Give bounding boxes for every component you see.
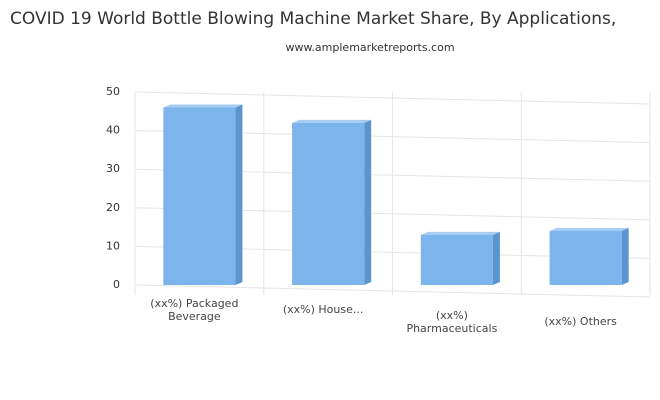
chart-title: COVID 19 World Bottle Blowing Machine Ma… — [10, 9, 616, 29]
bar-side — [364, 119, 372, 285]
y-tick-label: 0 — [113, 278, 120, 291]
bar-side — [621, 227, 629, 285]
bar — [549, 230, 622, 285]
bar — [163, 107, 236, 285]
bar-top — [549, 227, 629, 231]
x-tick-label: (xx%) Others — [544, 315, 617, 328]
y-tick-label: 20 — [106, 201, 120, 214]
grid-line — [134, 284, 651, 298]
y-tick-label: 10 — [106, 239, 120, 252]
bar-side — [492, 231, 500, 285]
bar-side — [235, 104, 243, 285]
chart-subtitle: www.amplemarketreports.com — [285, 41, 454, 54]
bar — [292, 122, 365, 285]
x-tick-label: (xx%) Pharmaceuticals — [406, 309, 498, 335]
grid-line — [134, 91, 651, 105]
x-tick-label: (xx%) Packaged Beverage — [150, 297, 239, 323]
bar-top — [420, 231, 500, 235]
bar-top — [163, 104, 243, 108]
y-tick-label: 50 — [106, 85, 120, 98]
bar — [420, 234, 493, 285]
y-tick-label: 40 — [106, 124, 120, 137]
x-tick-label: (xx%) House... — [282, 303, 364, 316]
y-tick-label: 30 — [106, 162, 120, 175]
bar-top — [292, 119, 372, 123]
